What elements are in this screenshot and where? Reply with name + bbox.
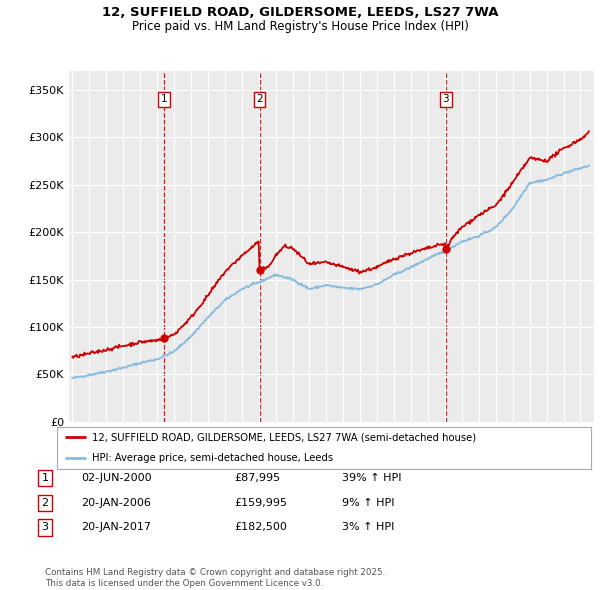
- Text: 20-JAN-2006: 20-JAN-2006: [81, 498, 151, 507]
- Text: 3% ↑ HPI: 3% ↑ HPI: [342, 523, 394, 532]
- Text: 39% ↑ HPI: 39% ↑ HPI: [342, 473, 401, 483]
- Text: HPI: Average price, semi-detached house, Leeds: HPI: Average price, semi-detached house,…: [92, 454, 333, 463]
- Text: 2: 2: [256, 94, 263, 104]
- Text: £182,500: £182,500: [234, 523, 287, 532]
- Text: £87,995: £87,995: [234, 473, 280, 483]
- Text: 1: 1: [41, 473, 49, 483]
- Text: 12, SUFFIELD ROAD, GILDERSOME, LEEDS, LS27 7WA (semi-detached house): 12, SUFFIELD ROAD, GILDERSOME, LEEDS, LS…: [92, 432, 476, 442]
- Text: 2: 2: [41, 498, 49, 507]
- Text: 3: 3: [41, 523, 49, 532]
- Text: Price paid vs. HM Land Registry's House Price Index (HPI): Price paid vs. HM Land Registry's House …: [131, 20, 469, 33]
- Text: 12, SUFFIELD ROAD, GILDERSOME, LEEDS, LS27 7WA: 12, SUFFIELD ROAD, GILDERSOME, LEEDS, LS…: [102, 6, 498, 19]
- Text: 9% ↑ HPI: 9% ↑ HPI: [342, 498, 395, 507]
- Text: 20-JAN-2017: 20-JAN-2017: [81, 523, 151, 532]
- Text: Contains HM Land Registry data © Crown copyright and database right 2025.
This d: Contains HM Land Registry data © Crown c…: [45, 568, 385, 588]
- Text: 02-JUN-2000: 02-JUN-2000: [81, 473, 152, 483]
- Text: 1: 1: [161, 94, 167, 104]
- Text: 3: 3: [443, 94, 449, 104]
- Text: £159,995: £159,995: [234, 498, 287, 507]
